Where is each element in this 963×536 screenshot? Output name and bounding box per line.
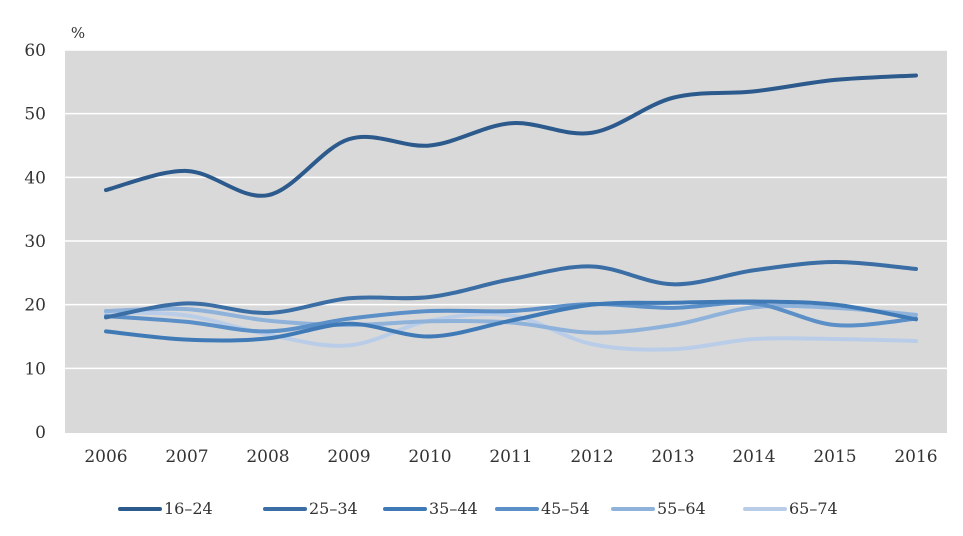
y-tick-label: 50: [24, 105, 46, 125]
legend-label: 35–44: [429, 499, 478, 518]
series-line-2: [104, 299, 918, 343]
series-lines: [104, 73, 918, 352]
x-tick-label: 2010: [408, 447, 451, 467]
x-tick-label: 2011: [489, 447, 532, 467]
y-tick-label: 60: [24, 41, 46, 61]
y-tick-label: 30: [24, 232, 46, 252]
y-tick-label: 10: [24, 359, 46, 379]
x-axis-ticks: 2006 2007 2008 2009 2010 2011 2012 2013 2014 2015…: [84, 447, 937, 467]
series-line-0: [104, 73, 918, 198]
legend-label: 55–64: [657, 499, 706, 518]
y-tick-label: 20: [24, 296, 46, 316]
y-axis-label: %: [71, 24, 85, 42]
x-tick-label: 2009: [327, 447, 370, 467]
x-tick-label: 2012: [570, 447, 613, 467]
legend: 16–24 25–34 35–44 45–54 55–64 65–74: [118, 499, 838, 518]
x-tick-label: 2015: [813, 447, 856, 467]
x-tick-label: 2013: [651, 447, 694, 467]
y-tick-label: 0: [35, 423, 46, 443]
x-tick-label: 2016: [894, 447, 937, 467]
x-tick-label: 2014: [732, 447, 775, 467]
legend-label: 65–74: [789, 499, 838, 518]
legend-label: 45–54: [541, 499, 590, 518]
y-axis-ticks: 0 10 20 30 40 50 60: [24, 41, 46, 443]
y-tick-label: 40: [24, 168, 46, 188]
legend-label: 25–34: [309, 499, 358, 518]
x-tick-label: 2008: [246, 447, 289, 467]
series-line-1: [104, 260, 918, 320]
x-tick-label: 2006: [84, 447, 127, 467]
series-line-3: [104, 300, 918, 334]
x-tick-label: 2007: [165, 447, 208, 467]
legend-label: 16–24: [164, 499, 213, 518]
